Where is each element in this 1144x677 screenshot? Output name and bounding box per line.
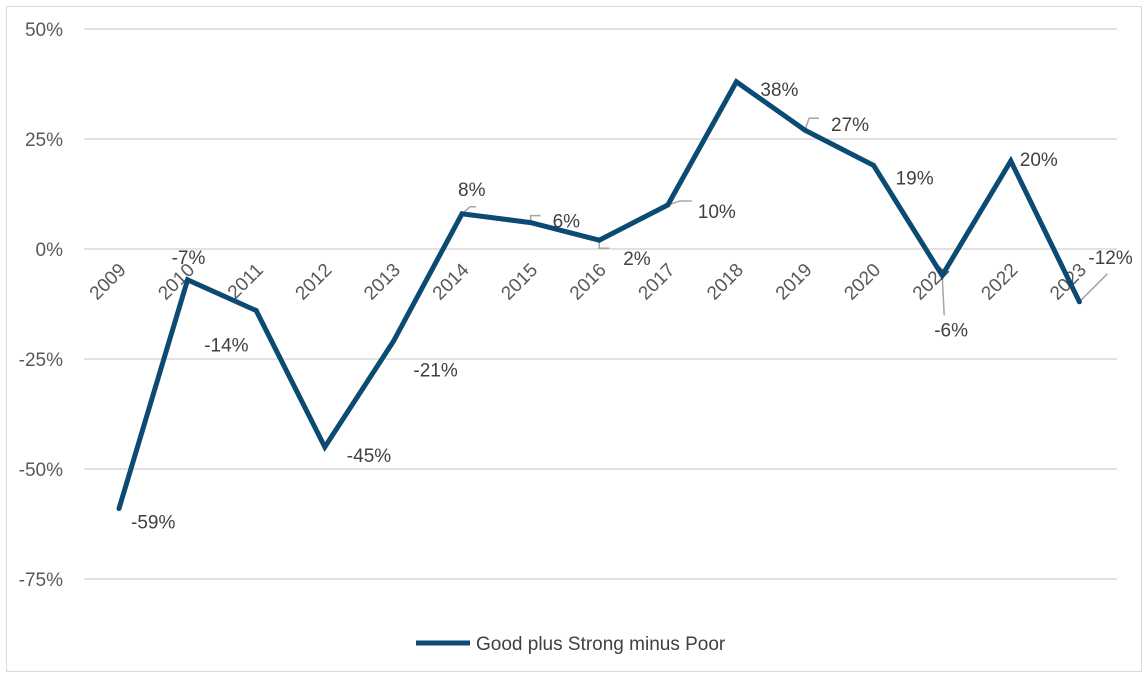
data-point [253, 308, 259, 314]
legend: Good plus Strong minus Poor [416, 634, 726, 655]
chart-frame [6, 6, 1142, 672]
leader-line [804, 117, 819, 131]
x-axis-tick-labels: 2009 2010 2011 2012 2013 2014 2015 2016 2017 2018… [86, 259, 1091, 304]
data-label: -59% [131, 513, 175, 534]
x-tick-label: 2016 [566, 260, 611, 305]
x-tick-label: 2020 [840, 260, 885, 305]
x-tick-label: 2015 [497, 260, 542, 305]
data-point [1076, 299, 1082, 305]
data-point [322, 444, 328, 450]
data-point [802, 127, 808, 133]
data-label: -21% [413, 360, 457, 381]
leader-line [667, 200, 692, 206]
y-tick-label: 25% [25, 130, 63, 151]
data-point [185, 277, 191, 283]
y-tick-label: -25% [19, 350, 63, 371]
data-label: 38% [760, 80, 798, 101]
data-label: 8% [458, 180, 486, 201]
series-good-plus-strong-minus-poor [116, 78, 1082, 512]
x-tick-label: 2018 [703, 260, 748, 305]
data-point [116, 506, 122, 512]
data-label: -12% [1088, 248, 1132, 269]
data-label: 2% [623, 249, 651, 270]
x-tick-label: 2019 [772, 260, 817, 305]
leader-line [598, 240, 610, 249]
y-tick-label: -50% [19, 460, 63, 481]
leader-line [941, 275, 945, 316]
legend-label: Good plus Strong minus Poor [476, 634, 726, 655]
y-tick-label: -75% [19, 570, 63, 591]
leader-line [461, 206, 476, 215]
data-point [665, 202, 671, 208]
data-label: -45% [347, 446, 391, 467]
series-line [116, 78, 1082, 510]
data-point [390, 338, 396, 344]
gridlines [84, 28, 1117, 580]
data-label: -7% [172, 248, 206, 269]
y-tick-label: 50% [25, 20, 63, 41]
data-label: 27% [831, 115, 869, 136]
x-tick-label: 2013 [360, 260, 405, 305]
leader-line [1078, 273, 1108, 303]
y-axis-tick-labels: 50% 25% 0% -25% -50% -75% [19, 20, 63, 591]
data-point [733, 79, 739, 85]
data-label: 20% [1020, 150, 1058, 171]
x-tick-label: 2012 [292, 260, 337, 305]
data-point [871, 162, 877, 168]
x-tick-label: 2022 [978, 260, 1023, 305]
data-point [596, 237, 602, 243]
data-point [528, 220, 534, 226]
data-labels: -59% -7% -14% -45% -21% 8% 6% 2% 10% 38% 27% 19% -6%… [131, 80, 1133, 534]
data-label: 10% [698, 202, 736, 223]
data-label: 6% [553, 212, 581, 233]
data-label: -14% [204, 336, 248, 357]
data-point [459, 211, 465, 217]
x-tick-label: 2009 [86, 260, 131, 305]
data-label: 19% [896, 168, 934, 189]
data-point [1008, 158, 1014, 164]
data-label: -6% [934, 320, 968, 341]
data-point [939, 272, 945, 278]
y-tick-label: 0% [36, 240, 64, 261]
